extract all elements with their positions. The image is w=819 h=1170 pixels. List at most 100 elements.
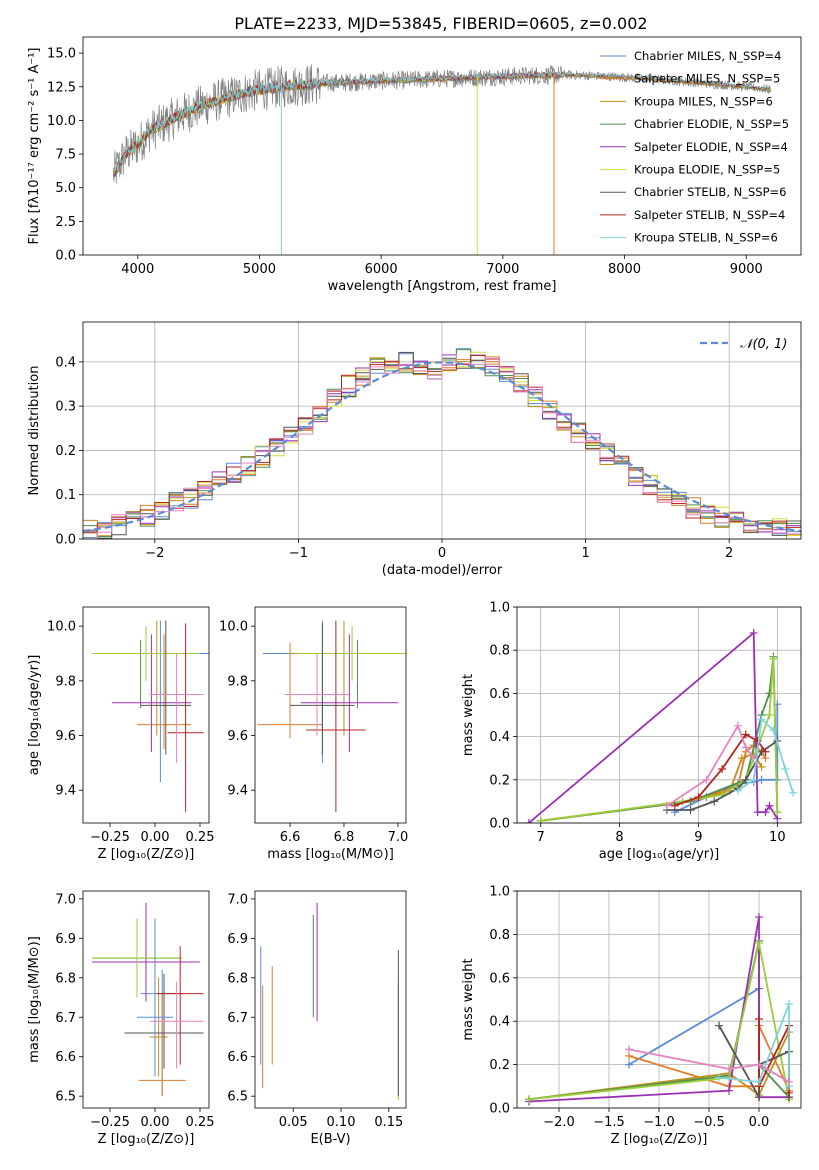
- mass_vs_Z-ylabel: mass [log₁₀(M/M⊙)]: [27, 936, 42, 1063]
- weight_vs_Z-xlabel: Z [log₁₀(Z/Z⊙)]: [611, 1132, 708, 1147]
- age_vs_Z-plot-area: [92, 620, 209, 813]
- weight_vs_Z-series-line: [718, 1003, 790, 1087]
- weight_vs_age-point-marker: [749, 754, 758, 763]
- mass_vs_Z-xtick-label: 0.25: [186, 1115, 215, 1130]
- weight_vs_age-series-line: [737, 717, 794, 794]
- mass_vs_EBV-ytick-label: 6.7: [227, 1011, 248, 1026]
- spectrum-xtick-label: 5000: [243, 262, 276, 277]
- mass_vs_Z-ytick-label: 6.6: [55, 1050, 76, 1065]
- spectrum-ylabel: Flux [fλ10⁻¹⁷ erg cm⁻² s⁻¹ A⁻¹]: [27, 48, 42, 245]
- weight_vs_Z-ytick-label: 0.8: [489, 928, 510, 943]
- weight_vs_age-point-marker: [733, 721, 742, 730]
- weight_vs_Z-ytick-label: 0.0: [489, 1102, 510, 1117]
- weight_vs_age-ytick-label: 0.4: [489, 730, 510, 745]
- weight_vs_Z-xtick-label: −1.0: [643, 1115, 675, 1130]
- weight_vs_age-point-marker: [761, 808, 770, 817]
- residuals-histogram: [83, 353, 801, 539]
- weight_vs_age-point-marker: [524, 819, 533, 823]
- spectrum-legend-label: Salpeter MILES, N_SSP=5: [634, 72, 780, 86]
- residuals-xtick-label: 1: [581, 546, 589, 561]
- weight_vs_age-point-marker: [757, 762, 766, 771]
- mass_vs_EBV-xtick-label: 0.05: [279, 1115, 308, 1130]
- mass_vs_Z-ytick-label: 6.9: [55, 932, 76, 947]
- spectrum-legend-label: Chabrier MILES, N_SSP=4: [634, 49, 781, 63]
- spectrum-xtick-label: 9000: [730, 262, 763, 277]
- weight_vs_age-point-marker: [710, 797, 719, 806]
- spectrum-ytick-label: 0.0: [55, 249, 76, 264]
- spectrum-legend-label: Kroupa STELIB, N_SSP=6: [634, 231, 778, 245]
- spectrum-frame: [82, 36, 802, 256]
- mass_vs_Z-xlabel: Z [log₁₀(Z/Z⊙)]: [98, 1132, 195, 1147]
- spectrum-plot-area: [112, 64, 771, 255]
- weight_vs_age-point-marker: [702, 775, 711, 784]
- spectrum-legend-label: Kroupa MILES, N_SSP=6: [634, 94, 773, 108]
- mass_vs_EBV-ytick-label: 7.0: [227, 892, 248, 907]
- age_vs_mass-ytick-label: 9.8: [227, 674, 248, 689]
- weight_vs_age-point-marker: [741, 775, 750, 784]
- weight_vs_age-point-marker: [686, 806, 695, 815]
- residuals-ytick-label: 0.0: [55, 533, 76, 548]
- age_vs_Z-ytick-label: 9.6: [55, 729, 76, 744]
- weight_vs_age-point-marker: [536, 816, 545, 823]
- weight_vs_Z-ytick-label: 0.6: [489, 971, 510, 986]
- weight_vs_age-point-marker: [670, 801, 679, 810]
- mass_vs_EBV-xtick-label: 0.10: [327, 1115, 356, 1130]
- mass_vs_EBV-ytick-label: 6.6: [227, 1050, 248, 1065]
- age_vs_Z-ytick-label: 9.8: [55, 674, 76, 689]
- residuals-xtick-label: −2: [145, 546, 164, 561]
- mass_vs_Z-ytick-label: 7.0: [55, 892, 76, 907]
- weight_vs_Z-point-marker: [755, 1093, 763, 1102]
- weight_vs_Z-point-marker: [525, 1095, 533, 1104]
- weight_vs_age-ytick-label: 0.0: [489, 817, 510, 832]
- age_vs_Z-ytick-label: 9.4: [55, 784, 76, 799]
- weight_vs_Z-frame: [516, 890, 802, 1109]
- weight_vs_Z-point-marker: [785, 999, 793, 1008]
- normal-distribution-curve: [83, 361, 801, 533]
- residuals-xtick-label: 0: [438, 546, 446, 561]
- mass_vs_Z-xtick-label: 0.00: [141, 1115, 170, 1130]
- mass_vs_Z-plot-area: [92, 902, 204, 1097]
- weight_vs_Z-xtick-label: 0.0: [749, 1115, 770, 1130]
- spectrum-xtick-label: 7000: [486, 262, 519, 277]
- residuals-ylabel: Normed distribution: [27, 366, 42, 496]
- weight_vs_age-point-marker: [694, 793, 703, 802]
- residuals-plot-area: [83, 348, 801, 539]
- weight_vs_Z-ylabel: mass weight: [461, 958, 476, 1040]
- weight_vs_age-point-marker: [741, 730, 750, 739]
- age_vs_mass-xtick-label: 6.8: [334, 830, 355, 845]
- age_vs_mass-xlabel: mass [log₁₀(M/M⊙)]: [267, 847, 394, 862]
- weight_vs_age-xlabel: age [log₁₀(age/yr)]: [599, 847, 720, 862]
- spectrum-xtick-label: 8000: [608, 262, 641, 277]
- spectrum-xtick-label: 4000: [121, 262, 154, 277]
- mass_vs_Z-ytick-label: 6.7: [55, 1011, 76, 1026]
- weight_vs_age-point-marker: [769, 654, 778, 663]
- weight_vs_Z-ytick-label: 1.0: [489, 885, 510, 900]
- weight_vs_age-xtick-label: 10: [769, 830, 786, 845]
- age_vs_mass-frame: [254, 606, 407, 824]
- spectrum-legend-label: Chabrier STELIB, N_SSP=6: [634, 185, 786, 199]
- spectrum-legend-label: Kroupa ELODIE, N_SSP=5: [634, 163, 780, 177]
- weight_vs_Z-ytick-label: 0.2: [489, 1058, 510, 1073]
- residuals-xtick-label: −1: [289, 546, 308, 561]
- mass_vs_Z-ytick-label: 6.5: [55, 1090, 76, 1105]
- weight_vs_age-series-line: [540, 744, 767, 822]
- mass_vs_EBV-frame: [254, 890, 407, 1109]
- weight_vs_age-frame: [516, 606, 802, 824]
- weight_vs_Z-series-line: [528, 942, 790, 1101]
- age_vs_mass-ytick-label: 9.4: [227, 784, 248, 799]
- weight_vs_Z-point-marker: [725, 1064, 733, 1073]
- weight_vs_age-point-marker: [757, 775, 766, 784]
- weight_vs_age-plot-area: [524, 628, 798, 823]
- weight_vs_age-point-marker: [753, 808, 762, 817]
- spectrum-legend-label: Salpeter ELODIE, N_SSP=4: [634, 140, 788, 154]
- age_vs_Z-xlabel: Z [log₁₀(Z/Z⊙)]: [98, 847, 195, 862]
- age_vs_mass-plot-area: [257, 620, 406, 813]
- weight_vs_age-point-marker: [749, 775, 758, 784]
- weight_vs_age-point-marker: [765, 801, 774, 810]
- weight_vs_Z-xtick-label: −1.5: [593, 1115, 625, 1130]
- weight_vs_age-point-marker: [773, 808, 782, 817]
- spectrum-model-line: [112, 72, 771, 180]
- mass_vs_Z-frame: [82, 890, 210, 1109]
- weight_vs_age-point-marker: [765, 689, 774, 698]
- weight_vs_Z-point-marker: [715, 1073, 723, 1082]
